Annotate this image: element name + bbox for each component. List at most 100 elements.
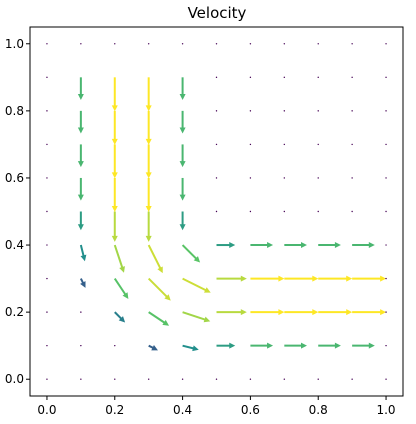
chart-title: Velocity xyxy=(188,4,247,22)
vector-dot xyxy=(215,378,218,380)
vector-dot xyxy=(385,378,387,380)
vector-dot xyxy=(317,143,319,146)
vector-arrow xyxy=(250,242,274,249)
vector-dot xyxy=(249,110,252,112)
vector-arrow xyxy=(77,144,84,168)
vector-arrow xyxy=(145,77,152,112)
vector-dot xyxy=(317,177,319,179)
vector-dot xyxy=(114,43,116,45)
vector-dot xyxy=(351,177,353,179)
vector-arrow xyxy=(179,144,186,168)
vector-arrow xyxy=(352,275,387,282)
vector-dot xyxy=(46,177,48,179)
vector-arrow xyxy=(250,309,285,316)
vector-arrow xyxy=(352,242,375,249)
x-tick-label: 0.4 xyxy=(173,403,192,417)
vector-arrow xyxy=(77,177,84,201)
vector-dot xyxy=(317,378,319,380)
vector-dot xyxy=(385,76,387,79)
vector-dot xyxy=(385,311,387,313)
vector-dot xyxy=(351,43,353,45)
vector-arrow xyxy=(114,311,126,323)
arrow-layer xyxy=(46,43,387,380)
vector-dot xyxy=(46,43,48,45)
vector-arrow xyxy=(284,309,319,316)
vector-dot xyxy=(317,76,319,79)
y-tick-label: 0.0 xyxy=(5,372,24,386)
vector-dot xyxy=(385,277,387,280)
vector-dot xyxy=(283,43,286,45)
vector-arrow xyxy=(111,177,118,212)
vector-dot xyxy=(385,143,387,146)
vector-dot xyxy=(317,110,319,112)
vector-dot xyxy=(80,311,82,313)
vector-arrow xyxy=(79,278,86,288)
vector-dot xyxy=(317,210,319,213)
vector-arrow xyxy=(113,278,129,299)
vector-arrow xyxy=(284,242,307,249)
vector-dot xyxy=(249,143,252,146)
vector-arrow xyxy=(145,211,152,242)
vector-arrow xyxy=(181,244,201,263)
vector-arrow xyxy=(182,311,211,323)
vector-arrow xyxy=(79,244,87,262)
vector-dot xyxy=(46,76,48,79)
vector-dot xyxy=(80,43,82,45)
vector-arrow xyxy=(318,342,341,349)
plot-frame xyxy=(29,26,404,397)
vector-dot xyxy=(80,378,82,380)
vector-arrow xyxy=(77,110,84,134)
vector-dot xyxy=(385,210,387,213)
vector-dot xyxy=(249,210,252,213)
vector-arrow xyxy=(145,177,152,212)
vector-arrow xyxy=(216,242,236,249)
vector-dot xyxy=(46,244,48,246)
vector-arrow xyxy=(352,309,387,316)
vector-dot xyxy=(215,76,218,79)
vector-dot xyxy=(80,344,82,347)
vector-dot xyxy=(283,210,286,213)
vector-dot xyxy=(385,177,387,179)
vector-arrow xyxy=(148,311,170,326)
vector-dot xyxy=(283,76,286,79)
vector-dot xyxy=(181,43,184,45)
vector-arrow xyxy=(145,144,152,179)
y-tick-label: 0.4 xyxy=(5,238,24,252)
vector-arrow xyxy=(148,344,158,351)
vector-arrow xyxy=(216,309,247,316)
vector-arrow xyxy=(284,275,319,282)
vector-dot xyxy=(351,378,353,380)
vector-dot xyxy=(351,76,353,79)
vector-dot xyxy=(215,177,218,179)
y-tick-label: 0.8 xyxy=(5,104,24,118)
vector-arrow xyxy=(250,275,285,282)
vector-dot xyxy=(351,210,353,213)
vector-dot xyxy=(249,378,252,380)
vector-arrow xyxy=(77,211,84,231)
vector-arrow xyxy=(111,77,118,112)
vector-dot xyxy=(249,76,252,79)
vector-arrow xyxy=(318,275,353,282)
x-tick-label: 1.0 xyxy=(376,403,395,417)
vector-arrow xyxy=(352,342,375,349)
vector-dot xyxy=(46,378,48,380)
vector-dot xyxy=(317,43,319,45)
vector-dot xyxy=(385,244,387,246)
vector-arrow xyxy=(111,110,118,145)
vector-dot xyxy=(215,43,218,45)
vector-arrow xyxy=(216,342,236,349)
x-tick-label: 0.2 xyxy=(105,403,124,417)
y-tick-label: 1.0 xyxy=(5,37,24,51)
y-tick-label: 0.2 xyxy=(5,305,24,319)
vector-arrow xyxy=(147,277,171,301)
x-tick-label: 0.6 xyxy=(241,403,260,417)
vector-dot xyxy=(351,143,353,146)
axis-ticks: 0.0 0.0 0.2 0.2 0.4 0.4 0.6 0.6 0.8 0.8 1.0 1.0 xyxy=(5,37,396,417)
vector-dot xyxy=(283,143,286,146)
vector-arrow xyxy=(318,242,341,249)
vector-arrow xyxy=(111,144,118,179)
vector-dot xyxy=(46,143,48,146)
vector-arrow xyxy=(284,342,307,349)
vector-arrow xyxy=(147,244,163,274)
